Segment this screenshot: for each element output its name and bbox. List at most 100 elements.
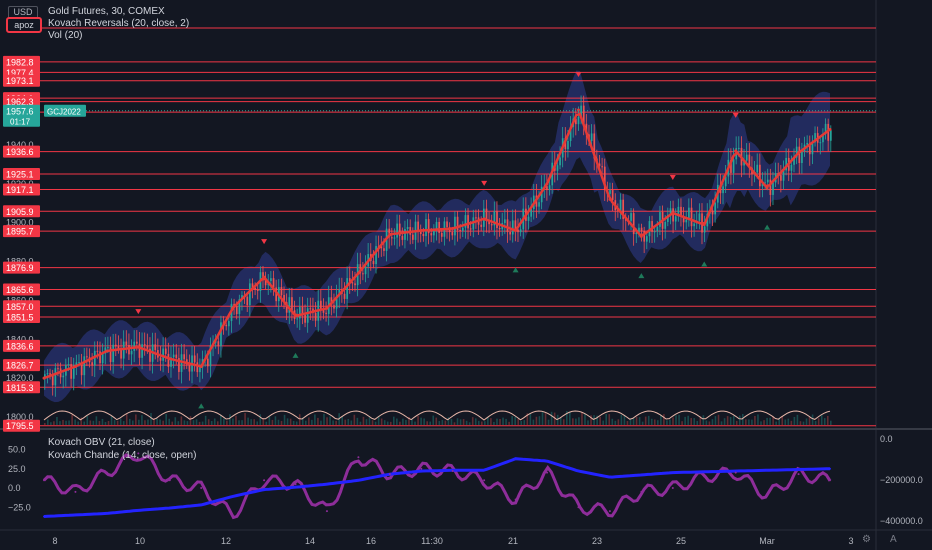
volume-bar — [408, 416, 410, 425]
candle-body — [593, 133, 596, 159]
candle-body — [638, 227, 640, 233]
volume-bar — [474, 418, 477, 425]
volume-bar — [732, 415, 735, 425]
chande-point — [263, 479, 266, 482]
candle-body — [643, 231, 646, 242]
candle-body — [630, 213, 632, 221]
candle-body — [167, 353, 170, 367]
study-volume[interactable]: Vol (20) — [48, 30, 83, 41]
volume-bar — [799, 421, 802, 425]
candle-body — [651, 221, 653, 232]
volume-bar — [286, 418, 289, 425]
volume-bar — [92, 420, 95, 425]
candle-body — [690, 207, 693, 227]
candle-body — [759, 164, 761, 187]
chande-point — [640, 490, 643, 493]
candle-body — [117, 346, 120, 350]
volume-bar — [690, 418, 693, 425]
auto-scale-button[interactable]: A — [890, 534, 897, 545]
candle-body — [493, 211, 496, 226]
horizontal-levels — [40, 27, 876, 427]
settings-gear-icon[interactable]: ⚙ — [862, 534, 871, 545]
volume-bar — [414, 421, 416, 425]
candle-body — [669, 208, 672, 215]
volume-bar — [462, 419, 465, 425]
level-label-box — [3, 74, 40, 87]
volume-bar — [383, 420, 386, 425]
volume-bar — [490, 418, 492, 425]
candle-body — [685, 219, 688, 223]
level-label: 1836.6 — [6, 341, 34, 351]
volume-bar — [68, 420, 70, 425]
candle-body — [548, 185, 551, 191]
candle-body — [335, 296, 338, 309]
candle-body — [196, 362, 199, 373]
volume-bar — [775, 421, 777, 425]
price-tick-label: 1840.0 — [6, 334, 34, 344]
candle-body — [822, 134, 824, 143]
volume-bar — [723, 418, 726, 425]
volume-bar — [520, 420, 523, 425]
volume-bar — [232, 418, 234, 425]
current-price-tag: 1957.601:17 GCJ2022 — [3, 104, 876, 127]
volume-bar — [745, 419, 747, 425]
chande-point — [734, 471, 737, 474]
trend-point — [136, 345, 140, 349]
candle-body — [228, 321, 230, 327]
volume-bar — [207, 419, 210, 425]
candle-body — [78, 362, 80, 364]
volume-bar — [444, 420, 447, 425]
study-kovach-chande[interactable]: Kovach Chande (14, close, open) — [48, 450, 197, 461]
indicator-badge[interactable]: apoz — [6, 17, 42, 33]
level-label-box — [3, 359, 40, 372]
candle-body — [714, 202, 717, 215]
chande-point — [608, 510, 611, 513]
time-tick-label: 11:30 — [421, 536, 443, 546]
candle-body — [275, 287, 278, 302]
candle-body — [422, 234, 425, 237]
volume-bar — [675, 415, 677, 425]
trend-point — [262, 275, 266, 279]
study-kovach-reversals[interactable]: Kovach Reversals (20, close, 2) — [48, 18, 190, 29]
volume-bar — [156, 418, 158, 425]
volume-bar — [663, 414, 665, 425]
volume-bar — [332, 420, 334, 425]
candle-body — [325, 312, 327, 314]
obv-point — [420, 470, 423, 473]
volume-bar — [119, 418, 122, 425]
volume-bar — [86, 416, 89, 425]
volume-bar — [368, 417, 371, 425]
volume-bar — [189, 416, 192, 425]
volume-bar — [62, 419, 64, 425]
candle-body — [793, 157, 795, 165]
volume-bar — [763, 420, 765, 425]
volume-bar — [441, 419, 444, 425]
level-label-box — [3, 205, 40, 218]
level-label: 1977.4 — [6, 68, 34, 78]
volume-bar — [535, 416, 538, 425]
study-kovach-obv[interactable]: Kovach OBV (21, close) — [48, 437, 155, 448]
candle-body — [511, 220, 514, 235]
volume-bar — [614, 420, 617, 425]
candle-body — [648, 221, 651, 237]
time-tick-label: 12 — [221, 536, 231, 546]
volume-bar — [80, 417, 83, 425]
obv-point — [514, 457, 517, 460]
volume-bar — [150, 412, 152, 425]
candle-body — [206, 358, 209, 367]
obv-point — [546, 460, 549, 463]
volume-bar — [517, 418, 520, 425]
volume-bar — [210, 420, 213, 425]
candle-body — [359, 264, 362, 274]
trend-point — [42, 376, 46, 380]
volume-bar — [681, 421, 683, 425]
trend-point — [734, 149, 738, 153]
volume-bar — [180, 416, 183, 425]
volume-bar — [399, 421, 401, 425]
level-label: 1973.1 — [6, 76, 34, 86]
candle-body — [351, 282, 354, 284]
volume-bar — [820, 415, 823, 425]
obv-point — [263, 488, 266, 491]
obv-point — [734, 470, 737, 473]
